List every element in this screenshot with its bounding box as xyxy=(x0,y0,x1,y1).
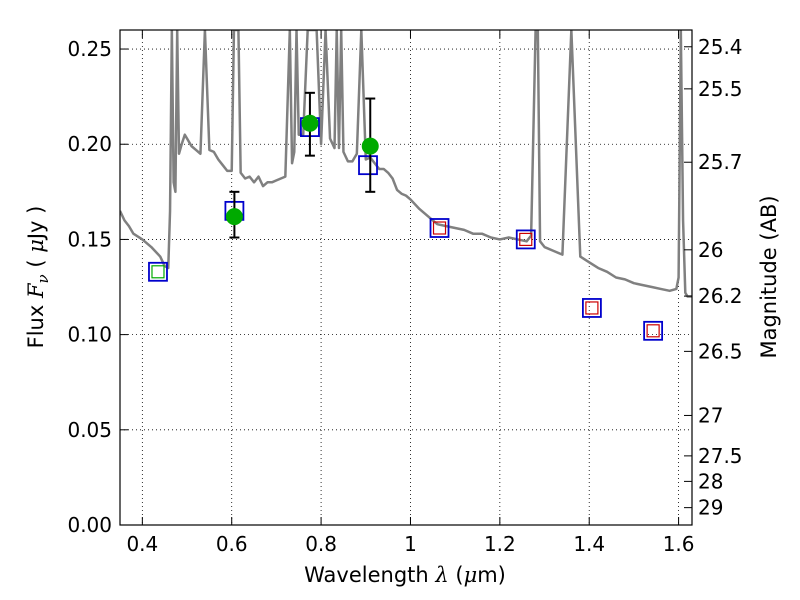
axes xyxy=(119,29,693,526)
hst-box-marker xyxy=(646,324,660,338)
magnitude-tick-label: 27.5 xyxy=(698,444,743,468)
x-tick-label: 0.8 xyxy=(305,532,337,556)
x-tick-label: 0.4 xyxy=(126,532,158,556)
blue-box-marker xyxy=(151,265,165,279)
hst-box-marker xyxy=(519,232,533,247)
observed-point xyxy=(225,208,243,226)
model-box-marker xyxy=(582,298,602,318)
magnitude-tick-label: 25.7 xyxy=(698,150,743,174)
observed-point xyxy=(301,114,319,132)
model-spectrum-line xyxy=(120,30,692,298)
y-tick-label: 0.20 xyxy=(67,132,112,156)
y-tick-label: 0.05 xyxy=(67,418,112,442)
grid-lines xyxy=(120,30,692,526)
magnitude-tick-label: 25.5 xyxy=(698,77,743,101)
magnitude-tick-label: 26 xyxy=(698,238,723,262)
x-tick-label: 1.6 xyxy=(663,532,695,556)
x-tick-label: 1 xyxy=(404,532,417,556)
hst-box-marker xyxy=(432,221,447,235)
x-tick-label: 1.2 xyxy=(484,532,516,556)
x-axis-label: Wavelength λ (μm) xyxy=(304,563,506,587)
tick-labels: 0.4 0.6 0.8 1 1.2 1.4 1.6 0.00 0.05 0.10 0.15 0.20 0… xyxy=(67,35,742,556)
hst-box-marker xyxy=(585,301,599,315)
magnitude-tick-label: 27 xyxy=(698,403,723,427)
model-box-marker xyxy=(643,320,664,341)
x-tick-label: 0.6 xyxy=(216,532,248,556)
magnitude-tick-label: 26.5 xyxy=(698,339,743,363)
magnitude-axis-label: Magnitude (AB) xyxy=(757,195,781,358)
observed-point xyxy=(361,137,379,155)
y-tick-label: 0.25 xyxy=(67,37,112,61)
magnitude-tick-label: 29 xyxy=(698,496,723,520)
model-box-marker xyxy=(148,261,168,282)
y-tick-label: 0.00 xyxy=(67,513,112,537)
magnitude-tick-label: 26.2 xyxy=(698,284,743,308)
model-box-marker xyxy=(429,218,450,238)
y-tick-label: 0.10 xyxy=(67,323,112,347)
magnitude-tick-label: 25.4 xyxy=(698,35,743,59)
y-axis-label: Flux Fν ( μJy ) xyxy=(24,206,52,349)
model-box-marker xyxy=(358,155,378,176)
plot-frame xyxy=(119,29,693,526)
x-tick-label: 1.4 xyxy=(573,532,605,556)
magnitude-tick-label: 28 xyxy=(698,469,723,493)
y-tick-label: 0.15 xyxy=(67,227,112,251)
model-box-marker xyxy=(515,229,536,250)
plot-area xyxy=(120,30,692,341)
